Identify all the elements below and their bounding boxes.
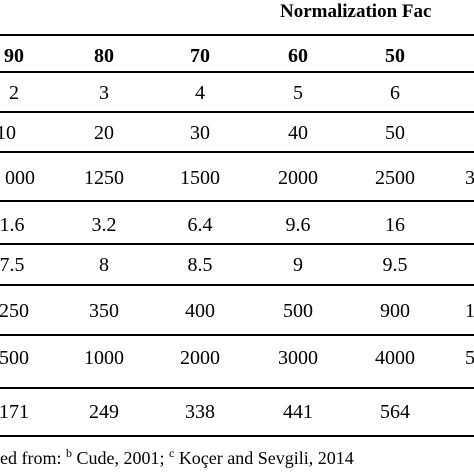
table-cell: 7.5 <box>0 254 25 276</box>
table-row: 000 1250 1500 2000 2500 3 <box>0 163 474 193</box>
row-divider <box>0 334 474 336</box>
table-footnote: pted from: b Cude, 2001; c Koçer and Sev… <box>0 446 354 469</box>
table-cell: 6.4 <box>187 214 213 236</box>
table-cell: 2500 <box>375 167 415 189</box>
table-row: 7.5 8 8.5 9 9.5 <box>0 250 474 280</box>
row-divider <box>0 243 474 245</box>
table-cell: 3000 <box>278 347 318 369</box>
table-cell: 000 <box>5 167 35 189</box>
table-cell: 5 <box>465 347 474 369</box>
table-row: 171 249 338 441 564 <box>0 397 474 427</box>
table-cell: 9.5 <box>382 254 408 276</box>
footnote-prefix: pted from: <box>0 448 62 468</box>
table-cell: 2000 <box>278 167 318 189</box>
table-row: 2 3 4 5 6 <box>0 78 474 108</box>
table-cell: 16 <box>385 214 405 236</box>
table-cell: 30 <box>190 122 210 144</box>
header-underline <box>0 34 474 36</box>
normalization-factor-title: Normalization Fac <box>280 1 432 22</box>
table-cell: 5 <box>293 82 303 104</box>
table-cell: 8 <box>99 254 109 276</box>
footnote-mark-b: b <box>65 446 72 460</box>
table-cell: 400 <box>185 300 215 322</box>
table-cell: 40 <box>288 122 308 144</box>
table-cell: 50 <box>385 122 405 144</box>
header-divider <box>0 71 474 73</box>
table-row: 500 1000 2000 3000 4000 5 <box>0 343 474 373</box>
table-cell: 500 <box>0 347 29 369</box>
table-cell: 1 <box>465 300 474 322</box>
header-row: 90 80 70 60 50 <box>0 41 474 71</box>
footnote-mark-c: c <box>168 446 175 460</box>
row-divider <box>0 200 474 202</box>
row-divider <box>0 387 474 389</box>
footnote-source-c: Koçer and Sevgili, 2014 <box>174 448 354 468</box>
table-cell: 6 <box>390 82 400 104</box>
table-cell: 338 <box>185 401 215 423</box>
column-header: 60 <box>288 45 308 67</box>
table-cell: 3.2 <box>91 214 117 236</box>
table-cell: 1.6 <box>0 214 25 236</box>
table-cell: 564 <box>380 401 410 423</box>
table-cell: 500 <box>283 300 313 322</box>
table-cell: 441 <box>283 401 313 423</box>
table-cell: 9.6 <box>285 214 311 236</box>
table-cell: 249 <box>89 401 119 423</box>
table-cell: 20 <box>94 122 114 144</box>
table-cell: 2000 <box>180 347 220 369</box>
table-row: 10 20 30 40 50 <box>0 118 474 148</box>
table-bottom-rule <box>0 435 474 437</box>
footnote-source-b: Cude, 2001; <box>71 448 169 468</box>
table-cell: 3 <box>99 82 109 104</box>
table-cell: 10 <box>0 122 16 144</box>
table-cell: 9 <box>293 254 303 276</box>
column-header: 80 <box>94 45 114 67</box>
row-divider <box>0 151 474 153</box>
table-cell: 3 <box>465 167 474 189</box>
table-cell: 8.5 <box>187 254 213 276</box>
table-cell: 4000 <box>375 347 415 369</box>
table-cell: 250 <box>0 300 29 322</box>
table-row: 1.6 3.2 6.4 9.6 16 <box>0 210 474 240</box>
row-divider <box>0 284 474 286</box>
table-cell: 900 <box>380 300 410 322</box>
row-divider <box>0 111 474 113</box>
table-cell: 1500 <box>180 167 220 189</box>
column-header: 70 <box>190 45 210 67</box>
table-cell: 4 <box>195 82 205 104</box>
table-cell: 350 <box>89 300 119 322</box>
column-header: 90 <box>4 45 24 67</box>
table-cell: 1000 <box>84 347 124 369</box>
table-cell: 1250 <box>84 167 124 189</box>
table-row: 250 350 400 500 900 1 <box>0 296 474 326</box>
table-cell: 171 <box>0 401 29 423</box>
table-cell: 2 <box>9 82 19 104</box>
column-header: 50 <box>385 45 405 67</box>
